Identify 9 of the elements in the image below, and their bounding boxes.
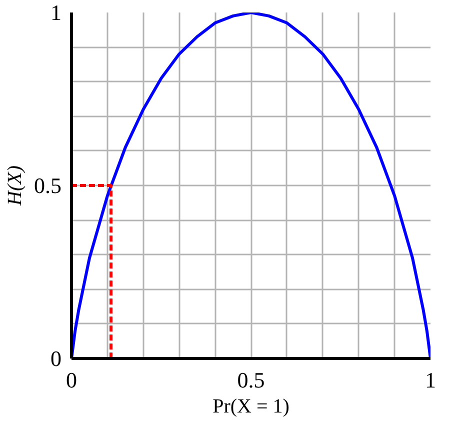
x-tick-label: 1 [425,368,436,392]
y-tick-label: 0.5 [34,173,62,198]
y-tick-label: 0 [50,346,62,371]
line-series [72,12,430,358]
x-axis-title: Pr(X = 1) [212,396,290,418]
x-tick-label: 0.5 [237,368,265,392]
y-axis-title: H(X) [4,165,26,206]
x-tick-label: 0 [66,368,77,392]
y-tick-label: 1 [50,0,62,25]
